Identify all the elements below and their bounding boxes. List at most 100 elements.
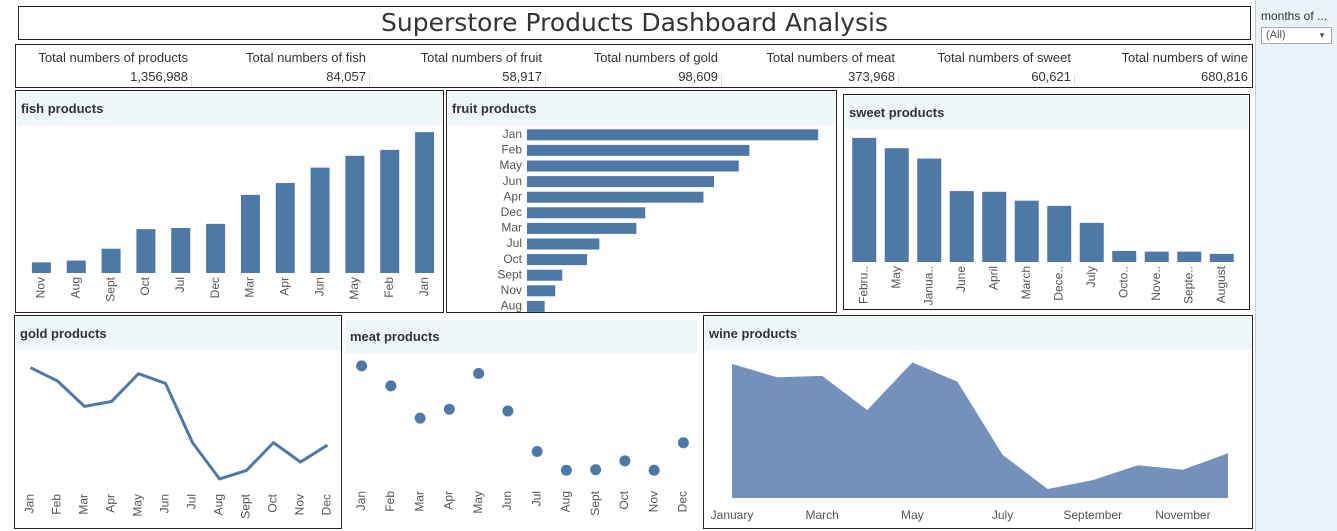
panel-header: fish products	[17, 92, 442, 125]
bar	[1144, 251, 1169, 262]
months-filter-dropdown[interactable]: (All) ▼	[1261, 27, 1332, 44]
x-tick-label: July	[992, 508, 1013, 522]
point	[414, 412, 426, 424]
y-tick-label: Oct	[503, 252, 522, 266]
panel-header: fruit products	[448, 92, 835, 125]
kpi-divider	[1074, 74, 1075, 86]
y-tick-label: Sept	[497, 267, 522, 281]
point	[385, 380, 397, 392]
x-tick-label: Sept	[103, 276, 117, 301]
x-tick-label: April	[986, 266, 1000, 290]
x-tick-label: Dece..	[1051, 266, 1065, 301]
panel-header: wine products	[705, 317, 1251, 350]
gold-series-line	[29, 366, 329, 481]
x-tick-label: March	[806, 508, 839, 522]
x-tick-label: August	[1214, 265, 1228, 303]
fish-panel-title: fish products	[21, 101, 104, 116]
kpi-value: 84,057	[326, 69, 366, 84]
kpi-value: 98,609	[678, 69, 718, 84]
x-tick-label: Jan	[417, 277, 431, 296]
bar	[852, 137, 877, 262]
kpi-divider	[545, 74, 546, 86]
panel-header: gold products	[16, 317, 340, 350]
x-tick-label: Janua..	[921, 266, 935, 305]
filter-sidebar: months of ... (All) ▼	[1255, 0, 1337, 531]
y-tick-label: Jan	[503, 127, 522, 141]
point	[648, 464, 660, 476]
dashboard-title: Superstore Products Dashboard Analysis	[18, 6, 1251, 40]
bar	[171, 228, 191, 273]
x-tick-label: Jul	[529, 491, 543, 506]
fish-panel: fish products Nov Aug Sept Oct Jul Dec Mar Apr J…	[15, 90, 444, 313]
bar	[884, 148, 909, 262]
x-tick-label: March	[1019, 266, 1033, 299]
x-tick-label: Mar	[412, 491, 426, 512]
x-tick-label: May	[347, 277, 361, 300]
fruit-panel: fruit products Jan Feb May Jun Apr Dec Mar Jul O…	[446, 90, 837, 313]
x-tick-label: Dec	[676, 491, 690, 512]
x-tick-label: Nov	[34, 277, 48, 298]
y-tick-label: May	[499, 158, 522, 172]
x-tick-label: Feb	[382, 277, 396, 298]
panel-header: meat products	[346, 320, 697, 353]
x-tick-label: Feb	[383, 491, 397, 512]
bar	[527, 129, 819, 141]
x-tick-label: May	[889, 266, 903, 289]
x-tick-label: January	[711, 508, 754, 522]
bar	[1014, 200, 1039, 262]
x-tick-label: Oct	[617, 490, 631, 509]
wine-panel-title: wine products	[709, 326, 798, 341]
bar	[527, 191, 704, 203]
wine-area	[732, 362, 1228, 498]
panel-header: sweet products	[845, 96, 1248, 129]
y-tick-label: Jun	[503, 174, 522, 188]
fruit-panel-title: fruit products	[452, 101, 537, 116]
x-tick-label: Nove..	[1149, 266, 1163, 301]
kpi-value: 680,816	[1201, 69, 1248, 84]
bar	[275, 183, 295, 273]
kpi-label: Total numbers of wine	[1121, 50, 1248, 65]
chevron-down-icon[interactable]: ▼	[1318, 31, 1326, 40]
kpi-label: Total numbers of fruit	[420, 50, 542, 65]
x-tick-label: May	[901, 508, 924, 522]
filter-value: (All)	[1266, 29, 1286, 41]
x-tick-label: May	[131, 494, 145, 517]
x-tick-label: Febru..	[856, 266, 870, 304]
x-tick-label: Octo..	[1116, 266, 1130, 298]
point	[502, 405, 514, 417]
bar	[66, 260, 86, 273]
x-tick-label: Jul	[185, 494, 199, 509]
point	[560, 464, 572, 476]
kpi-label: Total numbers of gold	[593, 50, 718, 65]
kpi-divider	[191, 74, 192, 86]
x-tick-label: May	[471, 491, 485, 514]
x-tick-label: Septe..	[1181, 266, 1195, 304]
bar	[527, 238, 600, 250]
meat-panel: meat products Jan Feb Mar Apr May Jun Jul Aug Se…	[344, 318, 699, 529]
bar	[345, 155, 365, 273]
y-tick-label: Dec	[501, 205, 522, 219]
x-tick-label: June	[954, 266, 968, 292]
sweet-panel: sweet products Febru.. May Janua.. June Apri…	[843, 94, 1250, 310]
kpi-strip: Total numbers of products 1,356,988 Tota…	[15, 44, 1253, 88]
x-tick-label: Jan	[354, 491, 368, 510]
bar	[240, 194, 260, 273]
filter-label: months of ...	[1261, 9, 1328, 23]
point	[473, 368, 485, 380]
kpi-label: Total numbers of meat	[766, 50, 895, 65]
x-tick-label: Aug	[559, 491, 573, 512]
kpi-label: Total numbers of fish	[246, 50, 366, 65]
bar	[527, 300, 545, 312]
bar	[1209, 253, 1234, 262]
sweet-panel-title: sweet products	[849, 105, 945, 120]
bar	[982, 191, 1007, 262]
y-tick-label: Mar	[501, 221, 522, 235]
kpi-value: 373,968	[848, 69, 895, 84]
bar	[527, 254, 587, 266]
x-tick-label: Jan	[23, 494, 37, 513]
y-tick-label: Apr	[503, 189, 522, 203]
x-tick-label: July	[1084, 266, 1098, 287]
kpi-value: 1,356,988	[130, 69, 188, 84]
y-tick-label: Feb	[501, 143, 522, 157]
x-tick-label: Nov	[293, 494, 307, 515]
